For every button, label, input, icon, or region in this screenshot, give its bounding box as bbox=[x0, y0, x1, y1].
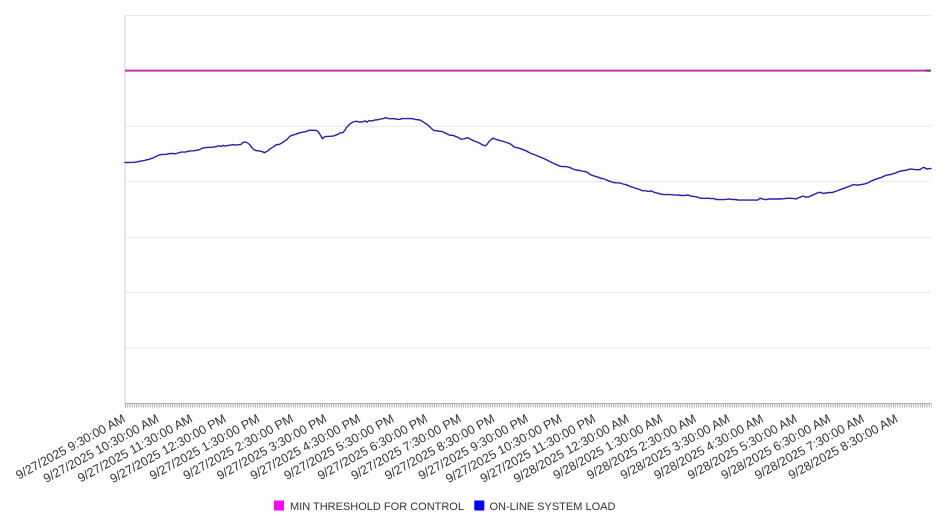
svg-text:MIN THRESHOLD FOR CONTROL: MIN THRESHOLD FOR CONTROL bbox=[290, 501, 464, 513]
svg-text:ON-LINE SYSTEM LOAD: ON-LINE SYSTEM LOAD bbox=[490, 501, 616, 513]
